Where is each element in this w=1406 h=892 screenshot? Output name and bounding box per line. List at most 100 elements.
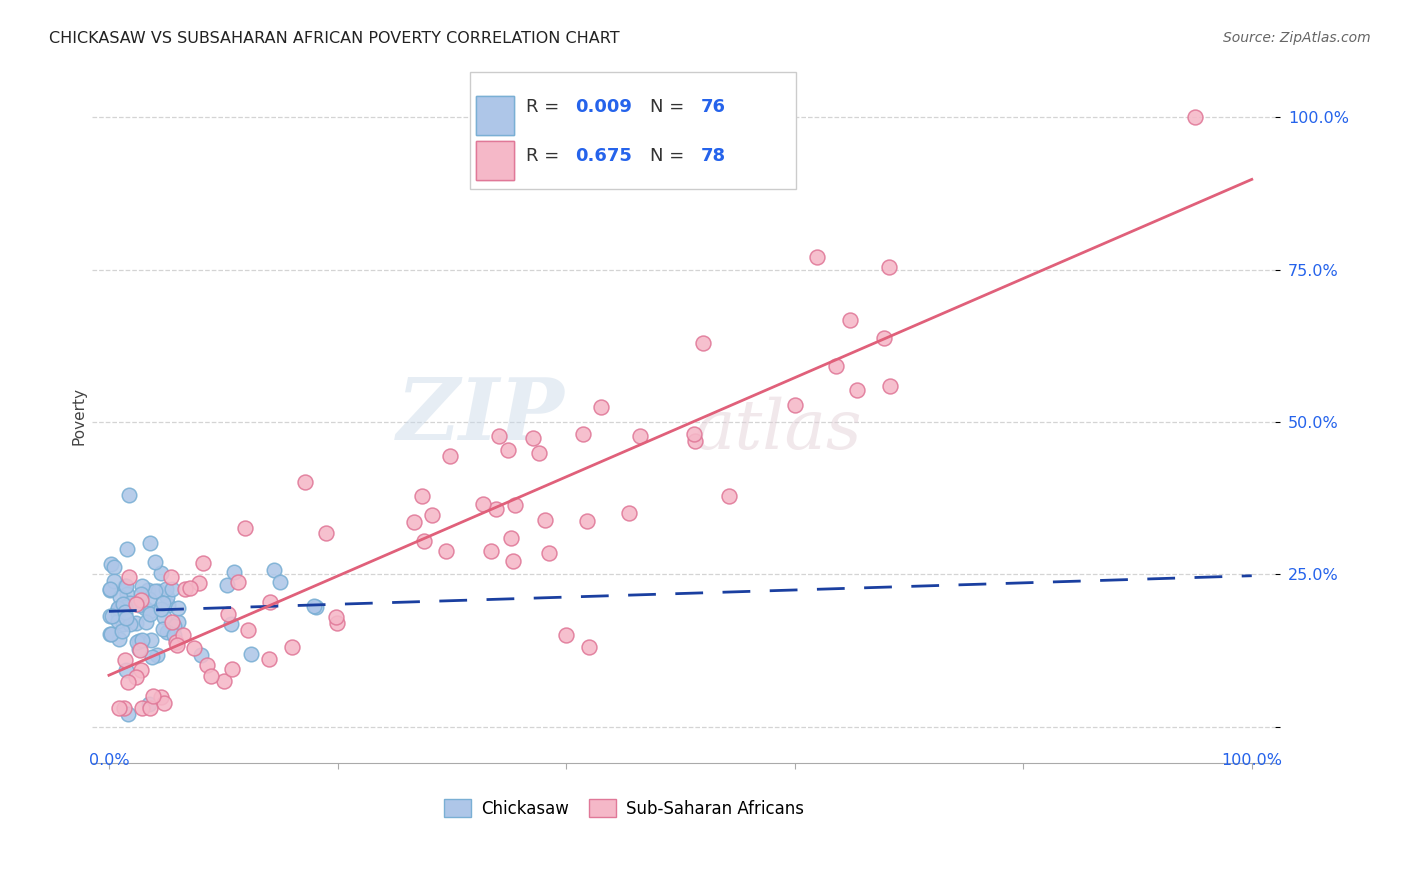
Point: [879, 379, 901, 393]
Point: [135, 615, 157, 629]
Point: [131, 579, 153, 593]
Text: 0.675: 0.675: [575, 147, 633, 165]
Point: [522, 431, 544, 445]
Point: [179, 581, 201, 595]
FancyBboxPatch shape: [477, 142, 515, 179]
Point: [125, 597, 148, 611]
Point: [156, 599, 179, 613]
Point: [503, 498, 526, 512]
Text: 78: 78: [702, 147, 725, 165]
Point: [107, 606, 129, 620]
Point: [172, 627, 194, 641]
Point: [138, 698, 160, 712]
Point: [472, 497, 495, 511]
Point: [128, 633, 150, 648]
FancyBboxPatch shape: [470, 72, 796, 189]
Point: [217, 607, 239, 621]
Point: [191, 556, 214, 570]
Point: [150, 690, 173, 705]
Point: [825, 359, 848, 373]
Point: [145, 648, 167, 663]
Point: [112, 701, 135, 715]
Point: [115, 663, 138, 677]
Point: [214, 674, 236, 689]
Point: [302, 599, 325, 613]
Text: atlas: atlas: [693, 396, 862, 463]
Legend: Chickasaw, Sub-Saharan Africans: Chickasaw, Sub-Saharan Africans: [437, 792, 810, 824]
Text: N =: N =: [650, 147, 690, 165]
Point: [578, 640, 600, 655]
Point: [114, 579, 136, 593]
Point: [572, 426, 595, 441]
Point: [806, 251, 828, 265]
FancyBboxPatch shape: [477, 96, 515, 135]
Point: [152, 622, 174, 636]
Point: [129, 593, 152, 607]
Point: [226, 575, 249, 590]
Point: [484, 502, 506, 516]
Point: [156, 590, 179, 604]
Point: [125, 635, 148, 649]
Point: [128, 642, 150, 657]
Point: [215, 578, 238, 592]
Point: [138, 592, 160, 607]
Point: [219, 617, 242, 632]
Point: [100, 557, 122, 571]
Point: [873, 331, 896, 345]
Y-axis label: Poverty: Poverty: [72, 387, 86, 445]
Point: [114, 600, 136, 615]
Point: [103, 559, 125, 574]
Point: [190, 648, 212, 662]
Point: [136, 582, 159, 597]
Point: [683, 427, 706, 442]
Point: [165, 634, 187, 648]
Text: 76: 76: [702, 98, 725, 116]
Point: [221, 662, 243, 676]
Point: [294, 475, 316, 489]
Point: [149, 602, 172, 616]
Point: [117, 542, 139, 557]
Point: [114, 652, 136, 666]
Text: 0.0%: 0.0%: [89, 754, 129, 769]
Point: [1184, 110, 1206, 124]
Point: [683, 434, 706, 449]
Point: [142, 689, 165, 703]
Point: [496, 442, 519, 457]
Point: [111, 597, 134, 611]
Point: [152, 696, 174, 710]
Point: [259, 595, 281, 609]
Point: [197, 658, 219, 673]
Text: 0.009: 0.009: [575, 98, 633, 116]
Point: [305, 600, 328, 615]
Point: [128, 641, 150, 656]
Point: [134, 601, 156, 615]
Point: [160, 582, 183, 596]
Point: [315, 525, 337, 540]
Point: [877, 260, 900, 274]
Point: [98, 582, 121, 597]
Point: [129, 587, 152, 601]
Point: [529, 446, 551, 460]
Point: [148, 584, 170, 599]
Point: [107, 632, 129, 646]
Point: [162, 628, 184, 642]
Point: [152, 596, 174, 610]
Point: [269, 574, 291, 589]
Point: [692, 335, 714, 350]
Point: [628, 429, 651, 443]
Point: [107, 601, 129, 615]
Point: [259, 652, 281, 666]
Point: [129, 663, 152, 677]
Point: [138, 701, 160, 715]
Point: [153, 609, 176, 624]
Point: [439, 450, 461, 464]
Text: R =: R =: [526, 98, 565, 116]
Point: [281, 640, 304, 655]
Point: [174, 582, 197, 597]
Point: [107, 602, 129, 616]
Point: [200, 669, 222, 683]
Point: [115, 579, 138, 593]
Point: [107, 614, 129, 628]
Point: [534, 513, 557, 527]
Point: [538, 546, 561, 560]
